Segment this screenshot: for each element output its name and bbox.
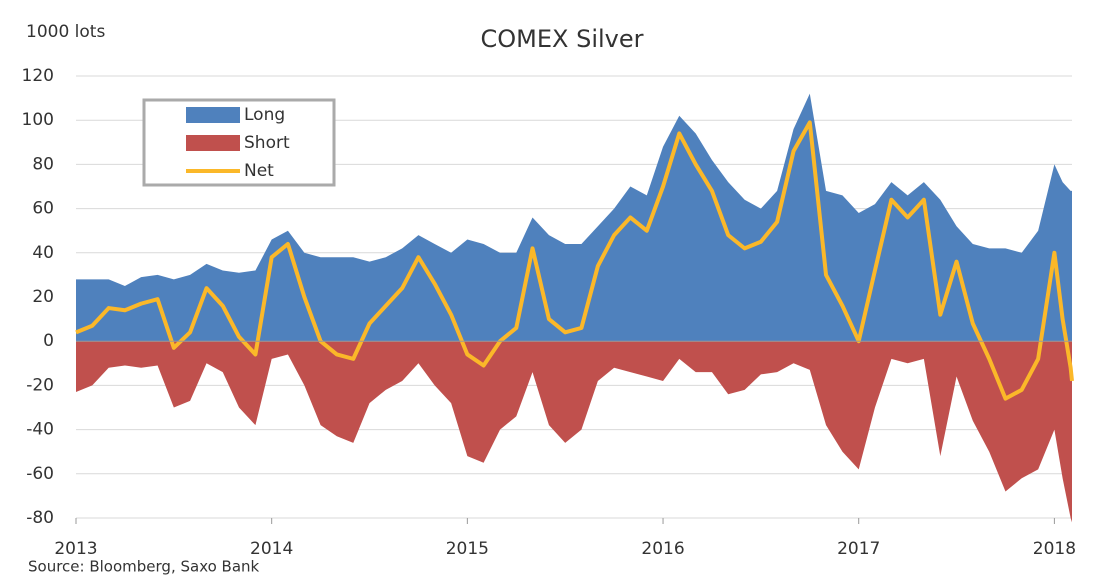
x-tick-label: 2016 bbox=[641, 539, 684, 559]
y-tick-label: -80 bbox=[26, 508, 54, 528]
y-tick-label: 60 bbox=[32, 199, 54, 219]
chart-title: COMEX Silver bbox=[481, 25, 644, 53]
legend-label: Short bbox=[244, 133, 290, 153]
area bbox=[76, 341, 1072, 523]
y-tick-label: 0 bbox=[43, 331, 54, 351]
source: Source: Bloomberg, Saxo Bank bbox=[28, 558, 260, 576]
x-tick-label: 2015 bbox=[446, 539, 489, 559]
y-axis-label: 1000 lots bbox=[26, 22, 105, 42]
x-tick-label: 2017 bbox=[837, 539, 880, 559]
y-tick-label: 20 bbox=[32, 287, 54, 307]
legend-swatch bbox=[186, 135, 240, 151]
area bbox=[76, 93, 1072, 342]
y-tick-label: -60 bbox=[26, 464, 54, 484]
x-tick-label: 2018 bbox=[1033, 539, 1076, 559]
y-tick-label: 100 bbox=[22, 110, 54, 130]
x-tick-label: 2014 bbox=[250, 539, 293, 559]
y-tick-label: 40 bbox=[32, 243, 54, 263]
y-tick-label: 80 bbox=[32, 154, 54, 174]
y-tick-label: -40 bbox=[26, 420, 54, 440]
y-tick-label: -20 bbox=[26, 375, 54, 395]
x-tick-label: 2013 bbox=[54, 539, 97, 559]
legend-swatch bbox=[186, 107, 240, 123]
legend-label: Long bbox=[244, 105, 285, 125]
legend-label: Net bbox=[244, 161, 274, 181]
line bbox=[75, 120, 1074, 401]
y-tick-label: 120 bbox=[22, 66, 54, 86]
